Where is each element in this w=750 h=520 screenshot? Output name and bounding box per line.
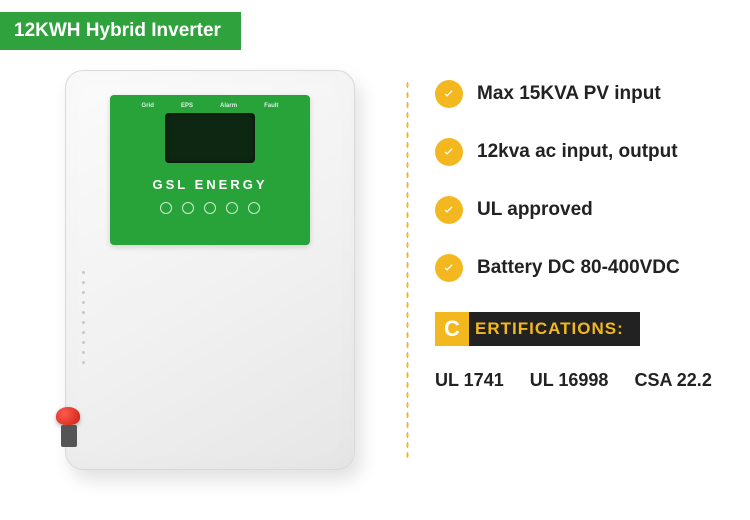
cert-label-text: ERTIFICATIONS: xyxy=(469,312,640,346)
status-led-label: Alarm xyxy=(220,103,237,109)
feature-text: 12kva ac input, output xyxy=(477,141,678,163)
panel-button-row xyxy=(110,202,310,214)
product-column: Grid EPS Alarm Fault GSL ENERGY xyxy=(40,70,380,470)
feature-text: Battery DC 80-400VDC xyxy=(477,257,680,279)
feature-item: UL approved xyxy=(435,196,720,224)
feature-item: 12kva ac input, output xyxy=(435,138,720,166)
info-column: Max 15KVA PV input 12kva ac input, outpu… xyxy=(435,70,720,470)
content-row: Grid EPS Alarm Fault GSL ENERGY xyxy=(0,50,750,470)
status-led-row: Grid EPS Alarm Fault xyxy=(110,95,310,109)
brand-label: GSL ENERGY xyxy=(110,177,310,192)
cert-list: UL 1741 UL 16998 CSA 22.2 xyxy=(435,370,720,391)
panel-button-icon xyxy=(182,202,194,214)
check-icon xyxy=(435,196,463,224)
feature-text: Max 15KVA PV input xyxy=(477,83,661,105)
feature-item: Max 15KVA PV input xyxy=(435,80,720,108)
check-icon xyxy=(435,138,463,166)
status-led-label: Grid xyxy=(142,103,154,109)
status-led-label: Fault xyxy=(264,103,278,109)
feature-item: Battery DC 80-400VDC xyxy=(435,254,720,282)
check-icon xyxy=(435,254,463,282)
status-led-label: EPS xyxy=(181,103,193,109)
front-panel: Grid EPS Alarm Fault GSL ENERGY xyxy=(110,95,310,245)
certifications-heading: C ERTIFICATIONS: xyxy=(435,312,720,346)
check-icon xyxy=(435,80,463,108)
vent-holes xyxy=(82,271,85,364)
feature-text: UL approved xyxy=(477,199,593,221)
title-text: 12KWH Hybrid Inverter xyxy=(14,20,221,41)
cert-item: CSA 22.2 xyxy=(634,370,711,391)
cert-leading-char: C xyxy=(435,312,469,346)
panel-button-icon xyxy=(204,202,216,214)
cert-item: UL 16998 xyxy=(530,370,609,391)
panel-button-icon xyxy=(160,202,172,214)
dotted-divider xyxy=(406,80,409,460)
inverter-device: Grid EPS Alarm Fault GSL ENERGY xyxy=(65,70,355,470)
switch-body-icon xyxy=(61,425,77,447)
title-banner: 12KWH Hybrid Inverter xyxy=(0,12,241,50)
switch-cap-icon xyxy=(56,407,80,425)
power-switch xyxy=(56,407,82,447)
lcd-display xyxy=(165,113,255,163)
panel-button-icon xyxy=(248,202,260,214)
panel-button-icon xyxy=(226,202,238,214)
cert-item: UL 1741 xyxy=(435,370,504,391)
